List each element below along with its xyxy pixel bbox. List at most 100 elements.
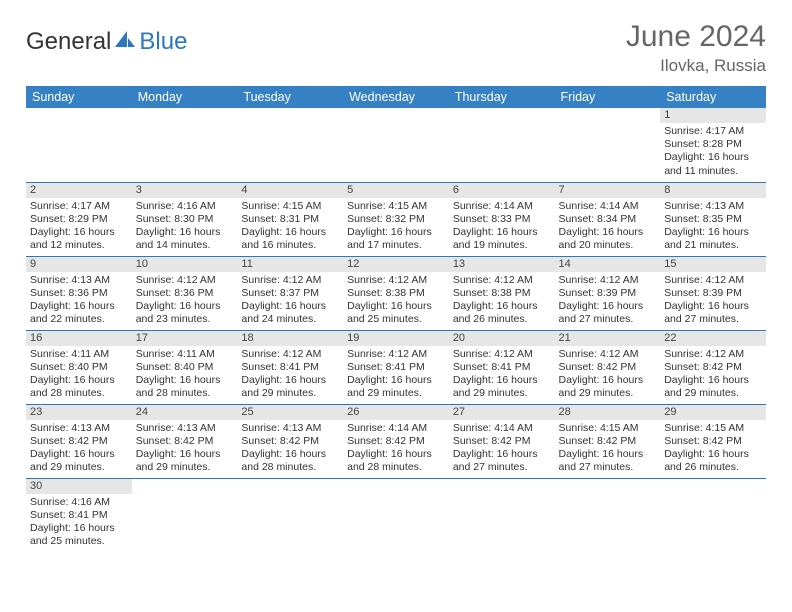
day-detail-line: and 17 minutes. bbox=[347, 239, 445, 252]
day-detail-line: Sunset: 8:41 PM bbox=[30, 509, 128, 522]
calendar-cell: 24Sunrise: 4:13 AMSunset: 8:42 PMDayligh… bbox=[132, 404, 238, 478]
day-detail-line: and 29 minutes. bbox=[664, 387, 762, 400]
calendar-cell: 29Sunrise: 4:15 AMSunset: 8:42 PMDayligh… bbox=[660, 404, 766, 478]
day-detail-line: and 27 minutes. bbox=[559, 461, 657, 474]
day-detail-line: and 29 minutes. bbox=[347, 387, 445, 400]
day-detail-line: Daylight: 16 hours bbox=[347, 448, 445, 461]
day-detail-line: Daylight: 16 hours bbox=[559, 374, 657, 387]
day-number: 7 bbox=[555, 183, 661, 198]
day-detail-line: Sunset: 8:33 PM bbox=[453, 213, 551, 226]
calendar-cell: 20Sunrise: 4:12 AMSunset: 8:41 PMDayligh… bbox=[449, 330, 555, 404]
day-detail-line: Sunrise: 4:12 AM bbox=[559, 348, 657, 361]
day-details: Sunrise: 4:12 AMSunset: 8:37 PMDaylight:… bbox=[237, 272, 343, 329]
day-detail-line: Sunrise: 4:14 AM bbox=[453, 200, 551, 213]
day-detail-line: Daylight: 16 hours bbox=[664, 374, 762, 387]
day-number: 1 bbox=[660, 108, 766, 123]
day-detail-line: Sunset: 8:39 PM bbox=[559, 287, 657, 300]
day-detail-line: Sunset: 8:34 PM bbox=[559, 213, 657, 226]
day-number: 17 bbox=[132, 331, 238, 346]
day-detail-line: and 29 minutes. bbox=[30, 461, 128, 474]
calendar-cell: 22Sunrise: 4:12 AMSunset: 8:42 PMDayligh… bbox=[660, 330, 766, 404]
day-number: 6 bbox=[449, 183, 555, 198]
day-detail-line: and 27 minutes. bbox=[453, 461, 551, 474]
day-detail-line: Sunset: 8:42 PM bbox=[664, 435, 762, 448]
day-detail-line: Daylight: 16 hours bbox=[453, 374, 551, 387]
day-detail-line: Daylight: 16 hours bbox=[453, 226, 551, 239]
day-number: 25 bbox=[237, 405, 343, 420]
day-number: 14 bbox=[555, 257, 661, 272]
day-detail-line: Sunrise: 4:12 AM bbox=[664, 348, 762, 361]
day-details bbox=[237, 110, 343, 114]
day-details: Sunrise: 4:12 AMSunset: 8:39 PMDaylight:… bbox=[555, 272, 661, 329]
day-number: 13 bbox=[449, 257, 555, 272]
calendar-cell: 30Sunrise: 4:16 AMSunset: 8:41 PMDayligh… bbox=[26, 478, 132, 552]
day-detail-line: Daylight: 16 hours bbox=[136, 448, 234, 461]
day-details: Sunrise: 4:15 AMSunset: 8:32 PMDaylight:… bbox=[343, 198, 449, 255]
day-detail-line: Sunrise: 4:11 AM bbox=[136, 348, 234, 361]
day-details: Sunrise: 4:13 AMSunset: 8:36 PMDaylight:… bbox=[26, 272, 132, 329]
day-detail-line: Sunset: 8:40 PM bbox=[30, 361, 128, 374]
day-details: Sunrise: 4:17 AMSunset: 8:28 PMDaylight:… bbox=[660, 123, 766, 180]
day-details: Sunrise: 4:15 AMSunset: 8:42 PMDaylight:… bbox=[555, 420, 661, 477]
day-detail-line: Sunrise: 4:13 AM bbox=[30, 274, 128, 287]
day-details: Sunrise: 4:15 AMSunset: 8:31 PMDaylight:… bbox=[237, 198, 343, 255]
day-detail-line: Sunset: 8:42 PM bbox=[241, 435, 339, 448]
day-details: Sunrise: 4:12 AMSunset: 8:36 PMDaylight:… bbox=[132, 272, 238, 329]
calendar-cell: 19Sunrise: 4:12 AMSunset: 8:41 PMDayligh… bbox=[343, 330, 449, 404]
day-detail-line: Sunrise: 4:12 AM bbox=[664, 274, 762, 287]
day-details bbox=[555, 481, 661, 485]
day-detail-line: Sunrise: 4:15 AM bbox=[664, 422, 762, 435]
day-detail-line: Sunset: 8:31 PM bbox=[241, 213, 339, 226]
calendar-cell: 10Sunrise: 4:12 AMSunset: 8:36 PMDayligh… bbox=[132, 256, 238, 330]
day-detail-line: Sunset: 8:42 PM bbox=[559, 435, 657, 448]
calendar-cell: 21Sunrise: 4:12 AMSunset: 8:42 PMDayligh… bbox=[555, 330, 661, 404]
calendar-cell bbox=[343, 108, 449, 182]
calendar-cell: 18Sunrise: 4:12 AMSunset: 8:41 PMDayligh… bbox=[237, 330, 343, 404]
day-detail-line: Daylight: 16 hours bbox=[241, 448, 339, 461]
day-detail-line: Sunset: 8:41 PM bbox=[453, 361, 551, 374]
day-detail-line: Daylight: 16 hours bbox=[347, 374, 445, 387]
day-number: 11 bbox=[237, 257, 343, 272]
day-detail-line: Daylight: 16 hours bbox=[559, 448, 657, 461]
weekday-header-row: Sunday Monday Tuesday Wednesday Thursday… bbox=[26, 86, 766, 108]
col-tuesday: Tuesday bbox=[237, 86, 343, 108]
day-details bbox=[132, 110, 238, 114]
calendar-cell bbox=[237, 478, 343, 552]
day-detail-line: Sunset: 8:42 PM bbox=[347, 435, 445, 448]
calendar-cell: 5Sunrise: 4:15 AMSunset: 8:32 PMDaylight… bbox=[343, 182, 449, 256]
day-detail-line: Sunrise: 4:12 AM bbox=[347, 274, 445, 287]
day-details: Sunrise: 4:17 AMSunset: 8:29 PMDaylight:… bbox=[26, 198, 132, 255]
day-details: Sunrise: 4:12 AMSunset: 8:42 PMDaylight:… bbox=[555, 346, 661, 403]
day-detail-line: Sunset: 8:42 PM bbox=[664, 361, 762, 374]
day-detail-line: and 21 minutes. bbox=[664, 239, 762, 252]
calendar-cell: 26Sunrise: 4:14 AMSunset: 8:42 PMDayligh… bbox=[343, 404, 449, 478]
calendar-cell bbox=[449, 108, 555, 182]
day-detail-line: Daylight: 16 hours bbox=[30, 226, 128, 239]
day-detail-line: Daylight: 16 hours bbox=[241, 300, 339, 313]
day-detail-line: Sunset: 8:35 PM bbox=[664, 213, 762, 226]
day-detail-line: Daylight: 16 hours bbox=[559, 300, 657, 313]
day-detail-line: Daylight: 16 hours bbox=[30, 374, 128, 387]
calendar-cell: 12Sunrise: 4:12 AMSunset: 8:38 PMDayligh… bbox=[343, 256, 449, 330]
calendar-cell bbox=[343, 478, 449, 552]
day-detail-line: Sunrise: 4:12 AM bbox=[453, 348, 551, 361]
day-details: Sunrise: 4:12 AMSunset: 8:42 PMDaylight:… bbox=[660, 346, 766, 403]
day-details bbox=[343, 481, 449, 485]
day-detail-line: Sunset: 8:41 PM bbox=[241, 361, 339, 374]
day-detail-line: and 23 minutes. bbox=[136, 313, 234, 326]
day-number: 4 bbox=[237, 183, 343, 198]
day-detail-line: and 25 minutes. bbox=[347, 313, 445, 326]
day-number: 16 bbox=[26, 331, 132, 346]
day-detail-line: and 19 minutes. bbox=[453, 239, 551, 252]
day-details: Sunrise: 4:11 AMSunset: 8:40 PMDaylight:… bbox=[132, 346, 238, 403]
day-detail-line: Sunrise: 4:12 AM bbox=[136, 274, 234, 287]
day-detail-line: Sunrise: 4:17 AM bbox=[30, 200, 128, 213]
day-detail-line: and 25 minutes. bbox=[30, 535, 128, 548]
day-details: Sunrise: 4:13 AMSunset: 8:42 PMDaylight:… bbox=[132, 420, 238, 477]
day-detail-line: Sunset: 8:38 PM bbox=[453, 287, 551, 300]
day-detail-line: Sunrise: 4:15 AM bbox=[241, 200, 339, 213]
sail-icon bbox=[113, 29, 137, 49]
calendar-cell: 25Sunrise: 4:13 AMSunset: 8:42 PMDayligh… bbox=[237, 404, 343, 478]
calendar-cell: 6 Sunrise: 4:14 AMSunset: 8:33 PMDaylight… bbox=[449, 182, 555, 256]
calendar-cell bbox=[132, 478, 238, 552]
